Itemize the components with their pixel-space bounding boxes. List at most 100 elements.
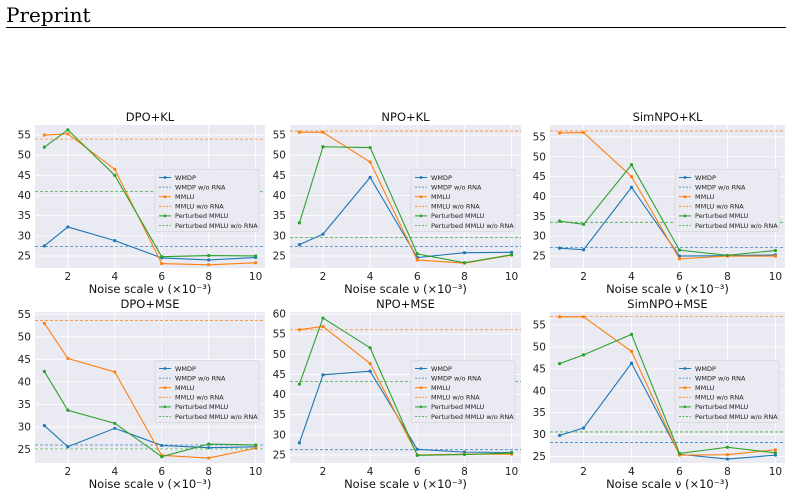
- x-tick-label: 2: [65, 466, 72, 478]
- y-tick-label: 45: [18, 170, 31, 182]
- data-point: [773, 451, 778, 455]
- data-point: [773, 453, 778, 457]
- data-point: [415, 258, 419, 262]
- y-tick-label: 35: [273, 409, 286, 421]
- data-point: [725, 445, 730, 449]
- y-tick-label: 30: [273, 429, 286, 441]
- chart-title: NPO+MSE: [376, 297, 435, 311]
- y-tick-label: 45: [533, 171, 546, 183]
- data-point: [581, 130, 586, 135]
- x-tick-label: 10: [769, 466, 782, 478]
- data-point: [66, 128, 70, 132]
- data-point: [297, 130, 302, 134]
- data-point: [254, 261, 258, 265]
- legend-label: MMLU w/o RNA: [431, 203, 480, 211]
- y-tick-label: 30: [533, 231, 546, 243]
- data-point: [629, 185, 634, 189]
- series-line-2: [43, 322, 256, 459]
- x-tick-label: 10: [769, 271, 782, 283]
- legend-label: Perturbed MMLU w/o RNA: [695, 413, 778, 421]
- legend-label: Perturbed MMLU w/o RNA: [695, 222, 778, 230]
- y-tick-label: 40: [18, 190, 31, 202]
- data-point: [113, 173, 117, 177]
- data-point: [557, 433, 562, 438]
- data-point: [629, 163, 634, 167]
- x-axis-label: Noise scale ν (×10⁻³): [89, 477, 212, 491]
- y-tick-label: 40: [533, 385, 546, 397]
- data-point: [207, 253, 211, 258]
- data-point: [321, 130, 325, 134]
- data-point: [207, 446, 211, 450]
- data-point: [368, 145, 372, 150]
- data-point: [677, 248, 682, 252]
- y-tick-label: 55: [273, 329, 286, 341]
- data-point: [160, 443, 164, 448]
- x-tick-label: 6: [414, 466, 421, 478]
- data-point: [66, 445, 70, 449]
- data-point: [509, 250, 514, 254]
- data-point: [581, 426, 586, 430]
- y-tick-label: 50: [533, 151, 546, 163]
- legend-marker: [683, 367, 687, 370]
- y-tick-label: 35: [533, 407, 546, 419]
- legend-marker: [683, 195, 687, 199]
- y-tick-label: 55: [533, 131, 546, 143]
- legend-box: [674, 360, 780, 423]
- data-point: [113, 421, 117, 425]
- y-tick-label: 50: [273, 349, 286, 361]
- y-tick-label: 35: [18, 399, 31, 411]
- data-point: [160, 455, 164, 459]
- legend-label: WMDP w/o RNA: [695, 374, 746, 382]
- y-tick-label: 25: [273, 250, 286, 262]
- series-line-4: [43, 371, 256, 458]
- y-tick-label: 55: [18, 309, 31, 321]
- data-point: [42, 133, 46, 137]
- data-point: [207, 456, 211, 460]
- data-point: [462, 261, 467, 265]
- data-point: [66, 132, 70, 136]
- data-point: [66, 408, 70, 412]
- series-line-0: [44, 425, 256, 449]
- y-tick-label: 40: [273, 190, 286, 202]
- x-axis-label: Noise scale ν (×10⁻³): [89, 282, 212, 296]
- legend-label: WMDP: [431, 174, 452, 182]
- y-tick-label: 35: [273, 210, 286, 222]
- legend-label: MMLU w/o RNA: [695, 203, 744, 211]
- data-point: [773, 254, 778, 258]
- series-line-0: [44, 226, 256, 261]
- y-tick-label: 60: [273, 309, 286, 321]
- data-point: [321, 373, 325, 377]
- chart-panel-1: 25 30 35 40 45 50 55 2 4 6 8 10 NPO+KL Noise scale ν …: [273, 110, 521, 296]
- legend-label: WMDP: [175, 365, 196, 373]
- legend-label: MMLU: [431, 384, 451, 392]
- legend-label: MMLU: [175, 193, 195, 201]
- data-point: [321, 145, 325, 149]
- data-point: [557, 131, 562, 135]
- data-point: [677, 451, 682, 455]
- x-tick-label: 2: [580, 271, 587, 283]
- x-axis-label: Noise scale ν (×10⁻³): [344, 477, 467, 491]
- chart-panel-0: 25 30 35 40 45 50 55 2 4 6 8 10 DPO+KL Noise scale ν …: [18, 110, 265, 296]
- x-tick-label: 6: [158, 271, 165, 283]
- data-point: [581, 248, 586, 252]
- x-tick-label: 6: [676, 466, 683, 478]
- y-tick-label: 45: [533, 363, 546, 375]
- data-point: [297, 328, 302, 332]
- legend-label: MMLU: [431, 193, 451, 201]
- data-point: [773, 448, 778, 452]
- data-point: [297, 221, 302, 225]
- data-point: [368, 160, 372, 164]
- data-point: [113, 167, 117, 171]
- legend-marker: [683, 214, 687, 218]
- data-point: [557, 315, 562, 319]
- x-tick-label: 2: [580, 466, 587, 478]
- data-point: [509, 451, 514, 455]
- y-tick-label: 40: [273, 389, 286, 401]
- data-point: [415, 447, 419, 451]
- y-tick-label: 35: [533, 211, 546, 223]
- x-tick-label: 6: [158, 466, 165, 478]
- data-point: [113, 239, 117, 243]
- y-tick-label: 35: [18, 210, 31, 222]
- data-point: [462, 251, 467, 255]
- data-point: [581, 222, 586, 226]
